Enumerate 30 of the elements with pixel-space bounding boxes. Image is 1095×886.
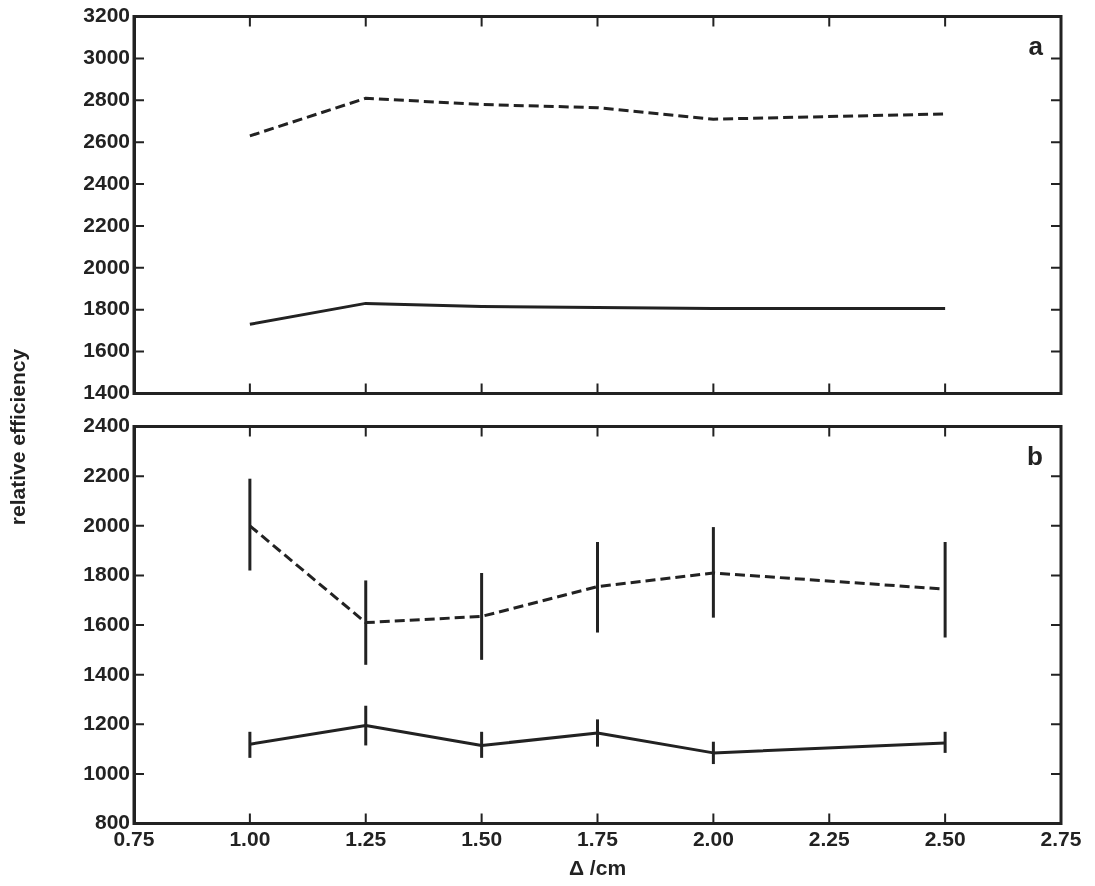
y-tick-label: 2400 bbox=[83, 413, 130, 437]
y-tick-label: 1800 bbox=[83, 562, 130, 586]
y-tick-label: 2600 bbox=[83, 129, 130, 152]
y-tick-label: 1400 bbox=[83, 661, 130, 685]
y-tick-label: 1600 bbox=[83, 611, 130, 635]
y-tick-label: 2400 bbox=[83, 170, 130, 194]
y-tick-label: 1000 bbox=[83, 760, 130, 784]
x-tick-label: 2.75 bbox=[1040, 827, 1082, 850]
y-tick-label: 1400 bbox=[83, 380, 130, 404]
y-tick-label: 2200 bbox=[83, 212, 130, 236]
annotation: a bbox=[1028, 30, 1044, 61]
x-tick-label: 1.50 bbox=[461, 827, 503, 850]
y-tick-label: 1600 bbox=[83, 338, 130, 362]
x-axis-title: Δ /cm bbox=[568, 856, 627, 880]
x-tick-label: 2.25 bbox=[808, 827, 851, 850]
x-tick-label: 1.75 bbox=[577, 827, 619, 850]
y-tick-label: 1800 bbox=[83, 296, 130, 320]
x-tick-label: 2.00 bbox=[692, 827, 734, 850]
y-tick-label: 3200 bbox=[83, 3, 130, 27]
y-tick-label: 3000 bbox=[83, 45, 130, 69]
y-axis-title: relative efficiency bbox=[6, 347, 30, 528]
x-tick-label: 2.50 bbox=[924, 827, 966, 850]
x-tick-label: 1.00 bbox=[229, 827, 271, 850]
y-tick-label: 2000 bbox=[83, 254, 130, 278]
y-tick-label: 2200 bbox=[83, 463, 130, 487]
annotation: b bbox=[1027, 440, 1043, 471]
y-tick-label: 2800 bbox=[83, 87, 130, 111]
y-tick-label: 1200 bbox=[83, 711, 130, 735]
x-tick-label: 1.25 bbox=[345, 827, 387, 850]
y-tick-label: 2000 bbox=[83, 512, 130, 536]
